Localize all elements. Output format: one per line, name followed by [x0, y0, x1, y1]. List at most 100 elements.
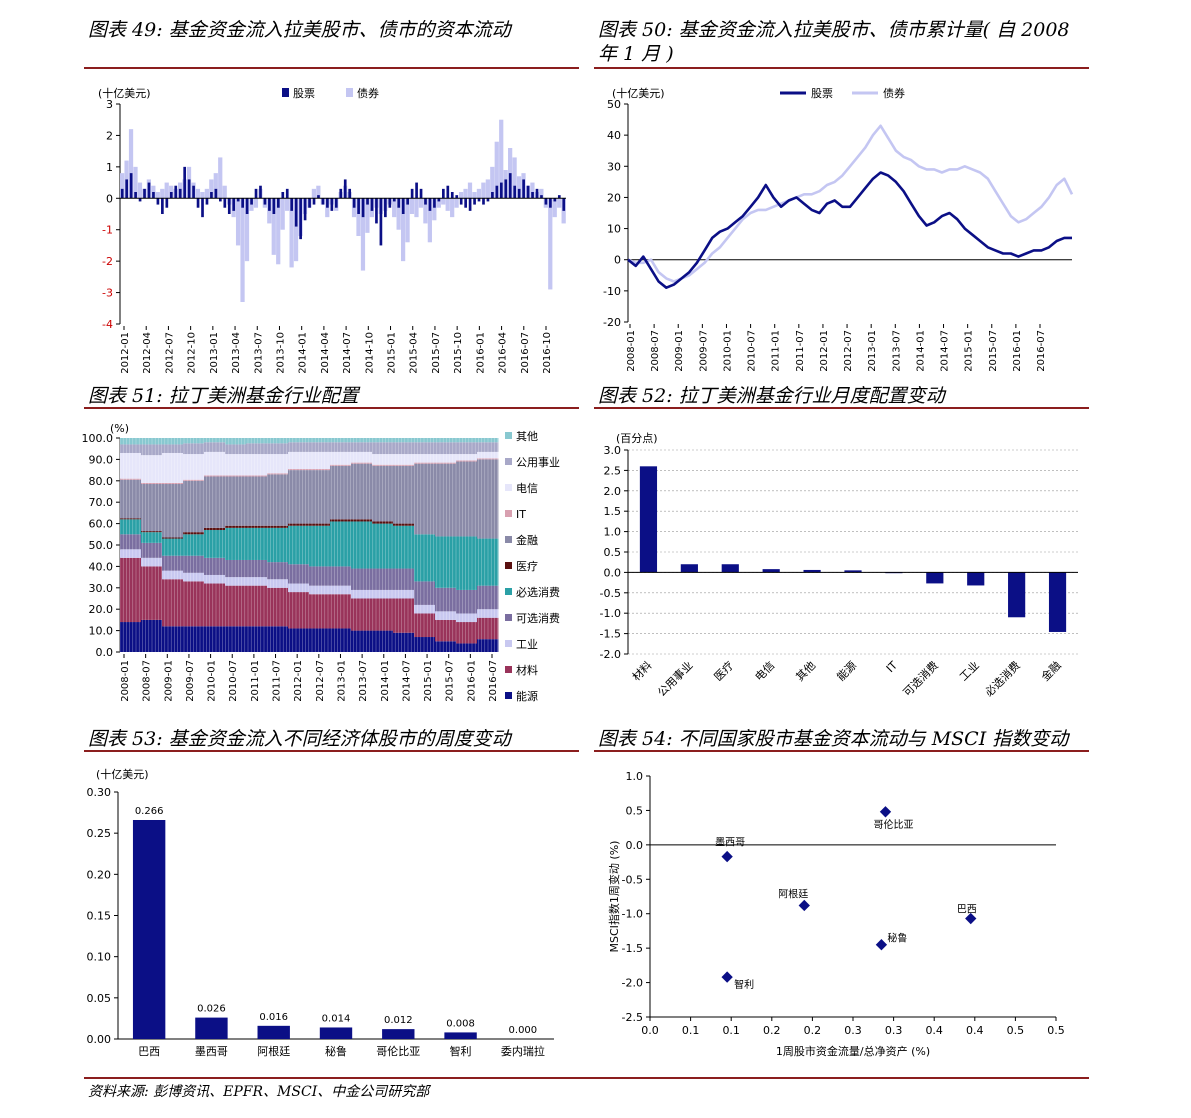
stack-segment-必选消费 [225, 527, 247, 560]
bar-股票 [152, 192, 155, 199]
chart52-title-rule [594, 407, 1089, 409]
stack-segment-电信 [435, 454, 457, 463]
chart52-title: 图表 52: 拉丁美洲基金行业月度配置变动 [598, 385, 945, 407]
y-tick-label: 0.0 [604, 566, 622, 579]
bar-债券 [472, 192, 477, 199]
bar-哥伦比亚 [382, 1029, 415, 1039]
x-tick-label: 材料 [629, 658, 654, 683]
bar-债券 [120, 173, 125, 199]
y-tick-label: 50.0 [89, 539, 114, 552]
chart52-allocation-change: (百分点)3.0 2.5 2.0 1.5 1.0 0.5 0.0 -0.5 -1.0 -1.5 -2… [600, 432, 1078, 699]
bar-股票 [424, 198, 427, 205]
stack-segment-工业 [456, 613, 478, 623]
bar-股票 [504, 179, 508, 199]
stack-segment-可选消费 [351, 568, 373, 590]
y-tick-label: 100.0 [82, 432, 114, 445]
x-tick-label: 2015-01 [387, 332, 398, 374]
bar-股票 [330, 198, 334, 211]
stack-segment-必选消费 [141, 532, 163, 543]
x-tick-label: 其他 [793, 659, 818, 684]
y-tick-label: 0.30 [87, 786, 112, 799]
stack-segment-其他 [267, 438, 289, 444]
stack-segment-金融 [288, 470, 310, 524]
stack-segment-可选消费 [141, 542, 163, 558]
bar-股票 [531, 192, 534, 199]
x-tick-label: 电信 [753, 659, 778, 684]
bar-股票 [285, 188, 289, 199]
chart51-allocation: (%)100.0 90.0 80.0 70.0 60.0 50.0 40.0 30.0 20.0… [82, 422, 561, 703]
point-label: 墨西哥 [715, 837, 745, 849]
stack-segment-其他 [372, 438, 394, 443]
bar-股票 [134, 192, 137, 199]
bar-债券 [539, 188, 544, 199]
stack-segment-其他 [456, 438, 478, 443]
stack-segment-医疗 [204, 527, 226, 531]
y-tick-label: 0 [106, 192, 113, 205]
bar-股票 [281, 192, 285, 199]
bar-股票 [201, 198, 204, 218]
bar-巴西 [132, 819, 166, 1039]
stack-segment-必选消费 [477, 538, 499, 586]
stack-segment-必选消费 [435, 536, 457, 588]
stack-segment-公用事业 [456, 442, 478, 455]
bar-股票 [143, 188, 146, 199]
point-智利 [721, 971, 733, 983]
bar-股票 [223, 198, 227, 208]
legend-swatch [505, 614, 512, 621]
bar-股票 [442, 188, 445, 199]
series-line-债券 [627, 124, 1074, 283]
x-tick-label: 2014-04 [320, 332, 331, 374]
stack-segment-能源 [372, 630, 394, 652]
x-tick-label: 2015-07 [988, 330, 999, 372]
bar-股票 [178, 188, 182, 199]
bar-公用事业 [680, 564, 698, 573]
y-tick-label: 2.0 [604, 485, 622, 498]
bar-债券 [137, 182, 143, 199]
stack-segment-金融 [435, 463, 457, 537]
bar-股票 [491, 192, 494, 199]
bar-股票 [138, 198, 142, 202]
legend-swatch [505, 562, 512, 569]
x-tick-label: 2010-01 [722, 330, 733, 372]
data-label: 0.266 [135, 806, 164, 817]
bar-债券 [396, 198, 401, 230]
stack-segment-工业 [309, 585, 331, 595]
y-tick-label: 1.0 [604, 526, 622, 539]
stack-segment-电信 [141, 455, 163, 483]
x-tick-label: IT [884, 659, 900, 675]
x-tick-label: 2012-01 [120, 332, 131, 374]
stack-segment-能源 [288, 628, 310, 652]
y-tick-label: -1.0 [622, 908, 643, 921]
legend-label: 债券 [883, 86, 905, 100]
chart50-title-rule [594, 67, 1089, 69]
x-tick-label: 委内瑞拉 [501, 1044, 545, 1058]
x-tick-label: 2012-07 [843, 330, 854, 372]
x-tick-label: 2010-07 [228, 660, 239, 702]
stack-segment-电信 [414, 454, 436, 463]
point-阿根廷 [798, 899, 810, 912]
stack-segment-工业 [372, 589, 394, 599]
x-tick-label: 2013-07 [891, 330, 902, 372]
bar-债券 [124, 160, 129, 199]
bar-债券 [436, 198, 441, 208]
legend-swatch [505, 640, 512, 647]
stack-segment-材料 [372, 598, 394, 631]
bar-电信 [762, 569, 780, 573]
x-tick-label: 0.5 [1047, 1024, 1065, 1037]
stack-segment-可选消费 [414, 581, 436, 605]
bar-阿根廷 [257, 1025, 290, 1039]
bar-股票 [513, 185, 517, 199]
bar-债券 [222, 185, 227, 199]
stack-segment-其他 [393, 438, 415, 443]
x-tick-label: 2015-04 [409, 332, 420, 374]
stack-segment-医疗 [120, 518, 142, 520]
legend-label: 必选消费 [516, 585, 560, 599]
bar-材料 [639, 466, 658, 573]
bar-债券 [548, 198, 553, 290]
stack-segment-公用事业 [225, 444, 247, 455]
stack-segment-IT [393, 464, 415, 466]
x-tick-label: 2008-07 [650, 330, 661, 372]
x-tick-label: 0.4 [966, 1024, 984, 1037]
legend-label: 股票 [811, 87, 833, 100]
bar-股票 [303, 198, 307, 221]
